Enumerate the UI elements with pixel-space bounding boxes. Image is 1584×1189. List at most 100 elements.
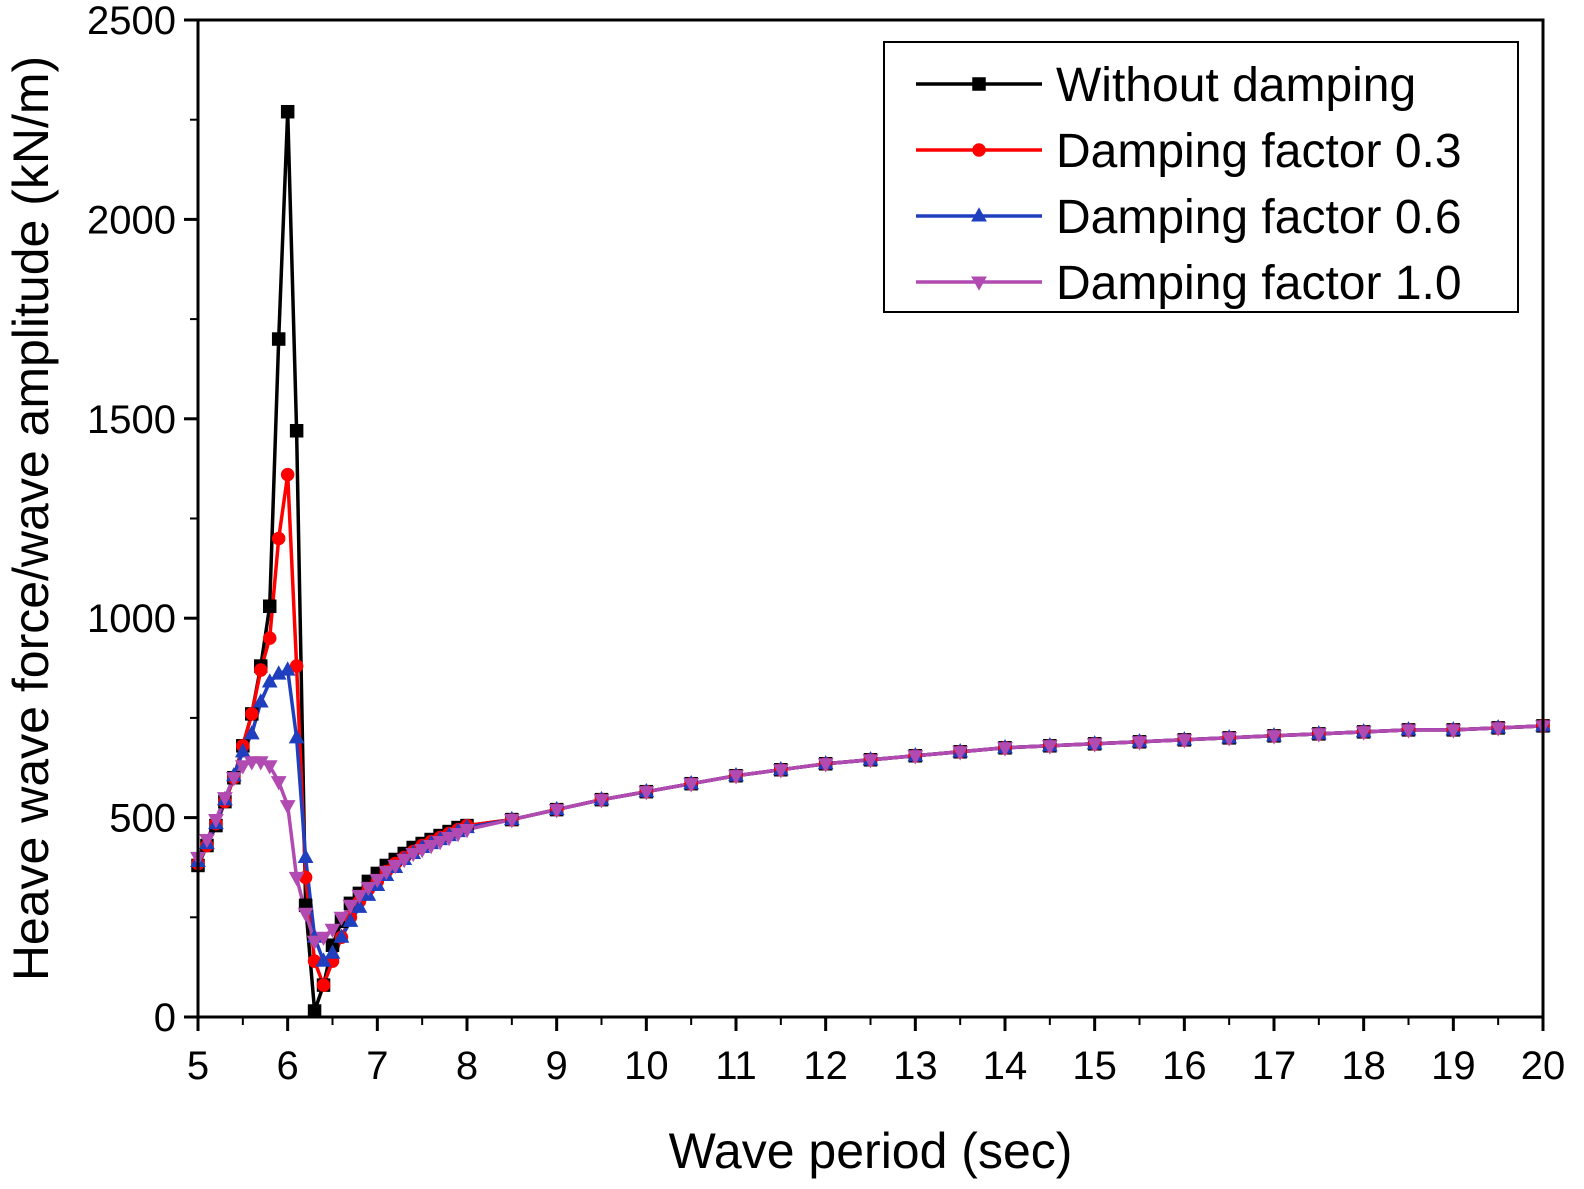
- x-tick-label: 15: [1072, 1044, 1117, 1088]
- data-point-s3-10: [279, 800, 296, 815]
- data-point-s3-20: [369, 873, 386, 889]
- y-axis-title: Heave wave force/wave amplitude (kN/m): [3, 56, 59, 981]
- x-tick-label: 7: [366, 1044, 388, 1088]
- data-point-s2-10: [279, 661, 296, 676]
- data-point-s1-8: [262, 631, 277, 645]
- x-tick-label: 10: [624, 1044, 669, 1088]
- data-point-s3-30: [459, 824, 475, 839]
- data-point-s3-52: [1445, 724, 1462, 739]
- data-point-s3-33: [593, 794, 610, 809]
- legend-box: [883, 41, 1519, 313]
- data-point-s0-13: [307, 1004, 322, 1018]
- y-tick-label: 1000: [87, 597, 176, 641]
- x-tick-label: 6: [277, 1044, 299, 1088]
- legend-swatch-marker: [972, 77, 986, 91]
- x-tick-label: 18: [1341, 1044, 1386, 1088]
- data-point-s3-21: [378, 865, 395, 881]
- data-point-s3-47: [1221, 732, 1238, 747]
- data-point-s3-1: [199, 833, 215, 849]
- data-point-s0-11: [289, 424, 304, 438]
- data-point-s3-37: [772, 764, 789, 779]
- y-tick-label: 0: [154, 996, 176, 1040]
- data-point-s3-41: [952, 746, 969, 761]
- data-point-s0-9: [271, 332, 286, 346]
- data-point-s2-18: [351, 898, 368, 913]
- data-point-s1-14: [316, 978, 331, 992]
- series-markers: [190, 104, 1551, 1018]
- data-point-s3-17: [342, 899, 359, 915]
- data-point-s3-23: [396, 853, 413, 869]
- x-axis-ticks: 5 6 7 8 9 10 11 12 13 14 15 16 17 18 19 20: [187, 1017, 1565, 1088]
- data-point-s3-53: [1490, 722, 1507, 737]
- data-point-s3-24: [405, 847, 422, 863]
- data-point-s2-7: [252, 693, 269, 708]
- x-tick-label: 13: [893, 1044, 938, 1088]
- data-point-s1-11: [289, 659, 304, 673]
- data-point-s3-9: [270, 776, 287, 791]
- data-point-s3-18: [351, 889, 368, 905]
- data-point-s3-12: [297, 907, 314, 923]
- legend-swatch-marker: [972, 143, 986, 157]
- series-line-1: [196, 472, 1544, 987]
- data-point-s1-7: [254, 663, 268, 677]
- data-point-s0-8: [262, 599, 277, 613]
- data-point-s2-12: [297, 848, 314, 864]
- legend-label: Without damping: [1056, 59, 1416, 112]
- data-point-s2-17: [342, 912, 359, 927]
- data-point-s3-35: [683, 778, 700, 793]
- data-point-s3-22: [387, 859, 404, 875]
- legend: Without damping Damping factor 0.3 Damping…: [883, 41, 1519, 313]
- data-point-s3-38: [817, 758, 834, 773]
- x-tick-label: 11: [715, 1044, 757, 1088]
- data-point-s3-26: [423, 839, 440, 855]
- data-point-s2-16: [333, 928, 350, 943]
- data-point-s3-39: [862, 754, 879, 769]
- data-point-s3-32: [548, 804, 565, 819]
- x-tick-label: 20: [1521, 1044, 1566, 1088]
- data-point-s3-8: [261, 760, 278, 775]
- data-point-s3-40: [907, 750, 924, 765]
- data-point-s1-6: [245, 707, 259, 721]
- data-point-s3-49: [1310, 728, 1327, 743]
- x-tick-label: 9: [546, 1044, 568, 1088]
- x-tick-label: 5: [187, 1044, 209, 1088]
- series-line-2: [196, 668, 1544, 963]
- y-tick-label: 2000: [87, 198, 176, 242]
- data-point-s2-15: [324, 944, 341, 959]
- x-axis-title: Wave period (sec): [669, 1123, 1073, 1179]
- x-tick-label: 16: [1162, 1044, 1207, 1088]
- data-point-s0-10: [280, 104, 295, 119]
- legend-label: Damping factor 0.3: [1056, 125, 1462, 178]
- data-point-s3-11: [288, 871, 305, 887]
- x-tick-label: 8: [456, 1044, 478, 1088]
- data-point-s2-6: [243, 725, 260, 740]
- data-point-s3-3: [217, 792, 233, 807]
- data-point-s3-50: [1355, 726, 1372, 741]
- data-point-s3-19: [360, 881, 377, 897]
- data-point-s3-45: [1131, 736, 1148, 751]
- data-point-s3-13: [306, 935, 323, 950]
- data-point-s3-15: [324, 923, 341, 939]
- data-point-s3-4: [225, 772, 242, 787]
- legend-swatch-marker: [971, 207, 987, 222]
- data-point-s1-9: [271, 531, 286, 546]
- data-point-s3-36: [728, 770, 744, 785]
- legend-label: Damping factor 1.0: [1056, 257, 1462, 310]
- data-point-s2-8: [261, 673, 278, 688]
- data-point-s3-31: [503, 814, 520, 829]
- data-point-s1-10: [280, 467, 295, 482]
- y-tick-label: 500: [109, 797, 176, 841]
- x-tick-label: 19: [1431, 1044, 1476, 1088]
- data-point-s2-11: [288, 729, 305, 744]
- data-point-s3-27: [432, 835, 448, 851]
- data-point-s3-44: [1086, 738, 1103, 753]
- data-point-s3-16: [333, 911, 350, 927]
- y-tick-label: 1500: [87, 398, 176, 442]
- data-point-s2-5: [234, 743, 251, 758]
- y-tick-label: 2500: [87, 0, 176, 43]
- data-point-s3-51: [1400, 724, 1417, 739]
- data-point-s3-2: [208, 814, 224, 829]
- legend-label: Damping factor 0.6: [1056, 191, 1462, 244]
- x-tick-label: 17: [1252, 1044, 1297, 1088]
